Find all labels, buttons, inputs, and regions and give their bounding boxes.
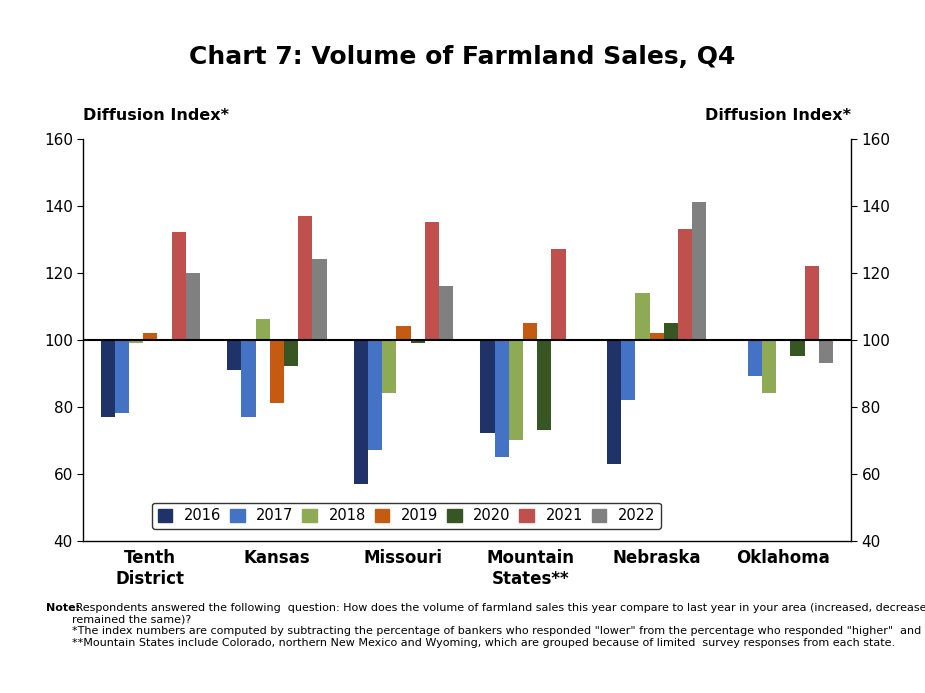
Bar (805, 266, 819, 340)
Bar (313, 259, 327, 340)
Bar (129, 340, 143, 343)
Bar (678, 229, 692, 340)
Bar (480, 340, 495, 433)
Bar (649, 333, 664, 340)
Bar (353, 340, 368, 484)
Bar (537, 340, 551, 430)
Bar (790, 340, 805, 356)
Bar (747, 340, 762, 376)
Text: Chart 7: Volume of Farmland Sales, Q4: Chart 7: Volume of Farmland Sales, Q4 (190, 45, 735, 69)
Bar (172, 232, 186, 340)
Bar (397, 326, 411, 340)
Bar (635, 292, 649, 340)
Bar (762, 340, 776, 393)
Legend: 2016, 2017, 2018, 2019, 2020, 2021, 2022: 2016, 2017, 2018, 2019, 2020, 2021, 2022 (152, 502, 661, 529)
Bar (819, 340, 833, 363)
Bar (255, 319, 270, 340)
Bar (115, 340, 129, 413)
Bar (284, 340, 298, 367)
Bar (270, 340, 284, 403)
Bar (382, 340, 397, 393)
Bar (411, 340, 425, 343)
Bar (509, 340, 523, 440)
Bar (523, 323, 537, 340)
Bar (495, 340, 509, 457)
Text: Diffusion Index*: Diffusion Index* (705, 107, 851, 123)
Text: Respondents answered the following  question: How does the volume of farmland sa: Respondents answered the following quest… (72, 603, 925, 648)
Bar (186, 272, 200, 340)
Bar (143, 333, 157, 340)
Bar (425, 222, 439, 340)
Text: Diffusion Index*: Diffusion Index* (83, 107, 229, 123)
Text: Note:: Note: (46, 603, 80, 613)
Bar (241, 340, 255, 416)
Bar (368, 340, 382, 450)
Bar (101, 340, 115, 416)
Bar (607, 340, 622, 464)
Bar (551, 249, 565, 340)
Bar (439, 286, 453, 340)
Bar (298, 216, 313, 340)
Bar (622, 340, 635, 400)
Bar (228, 340, 241, 370)
Bar (692, 202, 707, 340)
Bar (664, 323, 678, 340)
